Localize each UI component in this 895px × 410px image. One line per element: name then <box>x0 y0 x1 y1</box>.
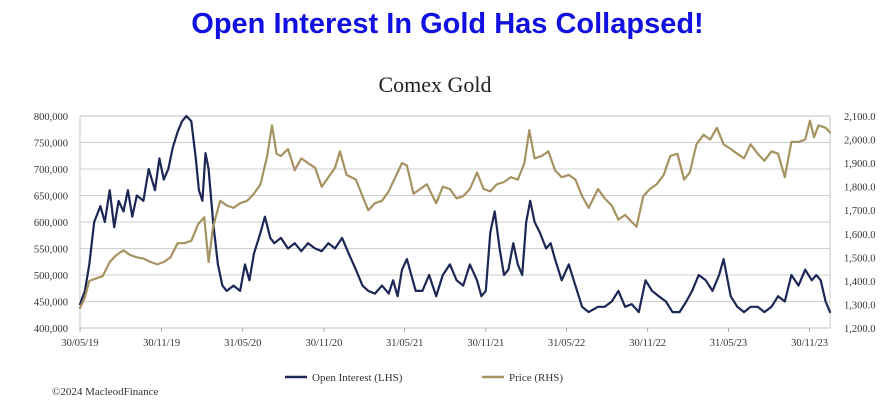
right-tick-label: 1,700.0 <box>844 206 876 217</box>
left-tick-label: 800,000 <box>34 112 68 123</box>
x-tick-label: 30/05/19 <box>61 338 98 349</box>
price-line <box>78 119 832 310</box>
chart-title: Comex Gold <box>378 72 492 97</box>
right-tick-label: 1,800.0 <box>844 183 876 194</box>
left-tick-label: 700,000 <box>34 165 68 176</box>
plot-frame <box>79 115 831 329</box>
x-tick-label: 30/11/23 <box>791 338 828 349</box>
right-axis-ticks: 1,200.0 1,300.0 1,400.0 1,500.0 1,600.0 1,700… <box>844 112 876 335</box>
x-tick-label: 31/05/21 <box>386 338 423 349</box>
right-tick-label: 2,100.0 <box>844 112 876 123</box>
x-axis-ticks: 30/05/19 30/11/19 31/05/20 30/11/20 31/05/21… <box>61 328 828 349</box>
series-lines <box>78 114 832 314</box>
left-tick-label: 550,000 <box>34 245 68 256</box>
x-tick-label: 31/05/20 <box>224 338 261 349</box>
x-tick-label: 31/05/22 <box>548 338 585 349</box>
x-tick-label: 30/11/21 <box>467 338 504 349</box>
left-tick-label: 750,000 <box>34 139 68 150</box>
left-tick-label: 650,000 <box>34 192 68 203</box>
x-tick-label: 30/11/20 <box>305 338 342 349</box>
x-tick-label: 30/11/19 <box>143 338 180 349</box>
left-tick-label: 600,000 <box>34 218 68 229</box>
left-tick-label: 400,000 <box>34 324 68 335</box>
plot-area <box>79 115 831 329</box>
open-interest-line <box>78 114 832 314</box>
right-tick-label: 1,400.0 <box>844 277 876 288</box>
left-axis-ticks: 400,000 450,000 500,000 550,000 600,000 650,0… <box>34 112 68 335</box>
right-tick-label: 1,500.0 <box>844 253 876 264</box>
headline: Open Interest In Gold Has Collapsed! <box>191 8 704 40</box>
right-tick-label: 1,300.0 <box>844 300 876 311</box>
legend-label: Price (RHS) <box>509 372 563 384</box>
left-tick-label: 500,000 <box>34 271 68 282</box>
x-tick-label: 30/11/22 <box>629 338 666 349</box>
legend: Open Interest (LHS) Price (RHS) <box>285 372 563 384</box>
right-tick-label: 1,900.0 <box>844 159 876 170</box>
left-tick-label: 450,000 <box>34 298 68 309</box>
right-tick-label: 1,200.0 <box>844 324 876 335</box>
legend-label: Open Interest (LHS) <box>312 372 403 384</box>
grid-lines <box>80 115 830 329</box>
right-tick-label: 1,600.0 <box>844 230 876 241</box>
copyright-footer: ©2024 MacleodFinance <box>52 386 159 398</box>
right-tick-label: 2,000.0 <box>844 136 876 147</box>
x-tick-label: 31/05/23 <box>710 338 747 349</box>
